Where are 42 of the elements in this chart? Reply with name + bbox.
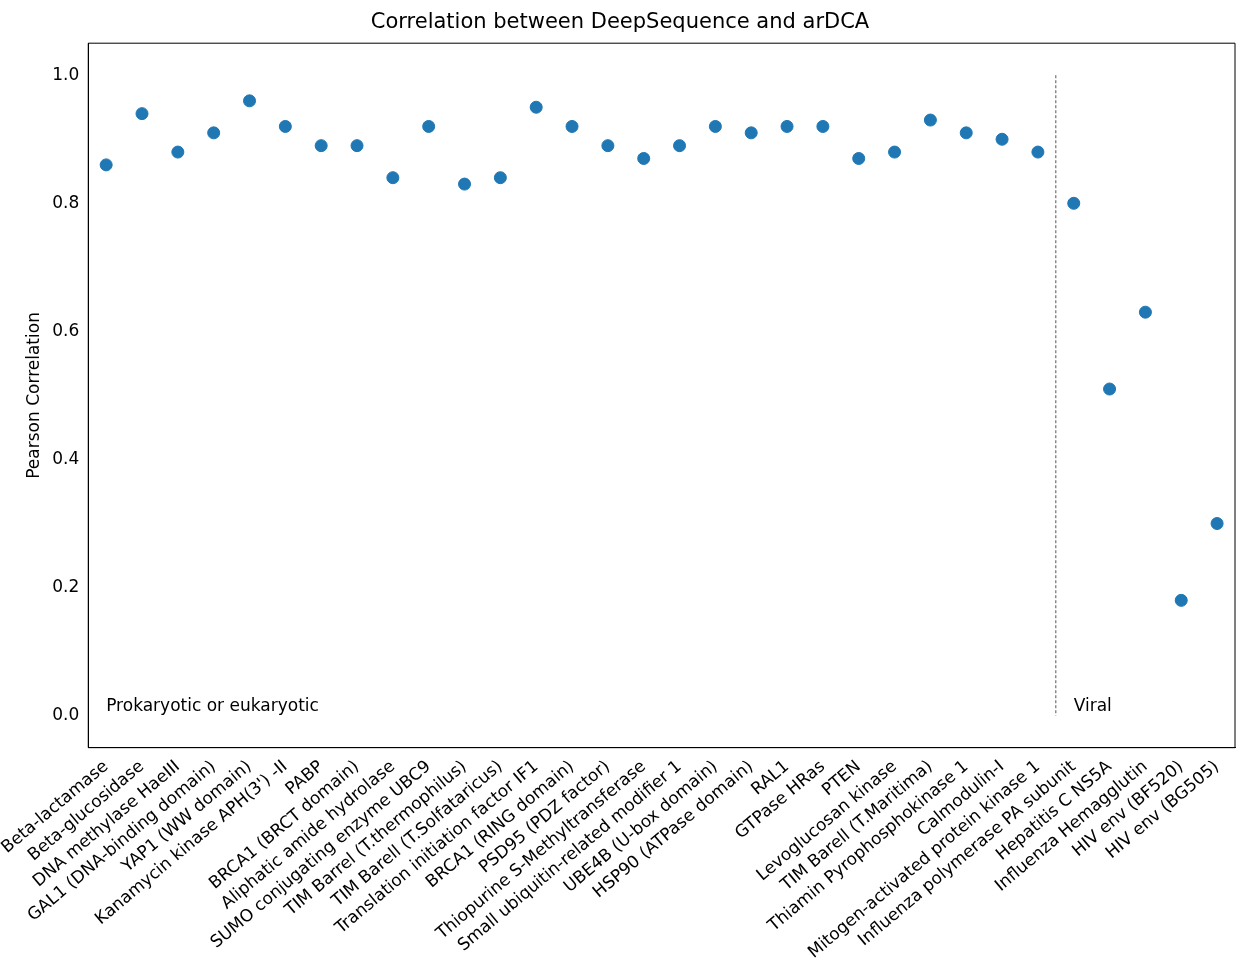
point <box>1210 517 1224 531</box>
point <box>1031 145 1045 159</box>
chart-title: Correlation between DeepSequence and arDCA <box>370 9 870 34</box>
y-tick-label: 0.8 <box>52 191 80 212</box>
point <box>458 177 472 191</box>
point <box>350 139 364 153</box>
point <box>565 119 579 133</box>
annotation: Viral <box>1073 695 1112 716</box>
point <box>99 158 113 172</box>
point <box>529 100 543 114</box>
point <box>708 119 722 133</box>
point <box>1174 593 1188 607</box>
point <box>314 139 328 153</box>
point <box>995 132 1009 146</box>
y-tick-label: 0.2 <box>52 575 80 596</box>
y-tick-label: 1.0 <box>52 63 80 84</box>
point <box>923 113 937 127</box>
point <box>780 119 794 133</box>
point <box>888 145 902 159</box>
point <box>278 119 292 133</box>
point <box>816 119 830 133</box>
y-tick-label: 0.0 <box>52 704 80 725</box>
point <box>422 119 436 133</box>
point <box>135 107 149 121</box>
y-tick-label: 0.6 <box>52 319 80 340</box>
point <box>386 171 400 185</box>
y-tick-label: 0.4 <box>52 447 80 468</box>
point <box>601 139 615 153</box>
point <box>171 145 185 159</box>
point <box>1067 196 1081 210</box>
point <box>207 126 221 140</box>
point <box>637 151 651 165</box>
point <box>852 151 866 165</box>
point <box>1103 382 1117 396</box>
point <box>744 126 758 140</box>
point <box>673 139 687 153</box>
annotation: Prokaryotic or eukaryotic <box>106 695 319 716</box>
point <box>1138 305 1152 319</box>
point <box>959 126 973 140</box>
point <box>243 94 257 108</box>
point <box>493 171 507 185</box>
y-axis-title: Pearson Correlation <box>23 312 44 479</box>
